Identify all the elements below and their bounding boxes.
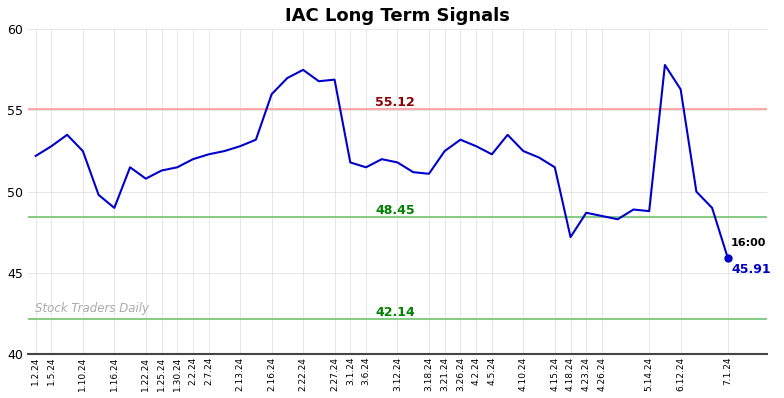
Text: 55.12: 55.12: [376, 96, 415, 109]
Text: 45.91: 45.91: [731, 263, 771, 276]
Text: 48.45: 48.45: [376, 204, 415, 217]
Point: [721, 255, 734, 261]
Text: 42.14: 42.14: [376, 306, 415, 319]
Text: 16:00: 16:00: [731, 238, 766, 248]
Text: Stock Traders Daily: Stock Traders Daily: [35, 302, 149, 315]
Title: IAC Long Term Signals: IAC Long Term Signals: [285, 7, 510, 25]
